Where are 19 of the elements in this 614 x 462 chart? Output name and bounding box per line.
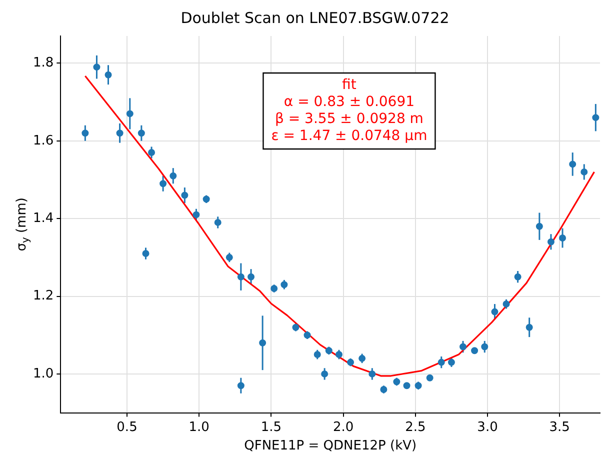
x-tick-label: 3.0 (477, 420, 498, 435)
chart-title: Doublet Scan on LNE07.BSGW.0722 (180, 8, 450, 27)
x-tick-label: 3.5 (549, 420, 570, 435)
x-tick-label: 2.5 (405, 420, 426, 435)
annotation: β = 3.55 ± 0.0928 m (274, 111, 424, 128)
y-tick-label: 1.0 (32, 366, 54, 382)
y-tick-label: 1.8 (32, 56, 54, 71)
x-tick-label: 2.0 (332, 420, 354, 435)
y-tick-label: 1.2 (32, 288, 54, 304)
y-tick-label: 1.6 (32, 133, 54, 148)
x-tick-label: 1.5 (260, 420, 282, 435)
y-tick-label: 1.4 (32, 210, 54, 226)
y-axis-title: σy (mm) (14, 198, 32, 252)
annotation: α = 0.83 ± 0.0691 (284, 94, 415, 110)
annotation: ε = 1.47 ± 0.0748 μm (271, 128, 428, 144)
x-axis-title: QFNE11P = QDNE12P (kV) (244, 438, 417, 454)
x-tick-label: 0.5 (116, 420, 138, 435)
x-tick-label: 1.0 (188, 420, 210, 435)
text: fit (342, 77, 357, 94)
